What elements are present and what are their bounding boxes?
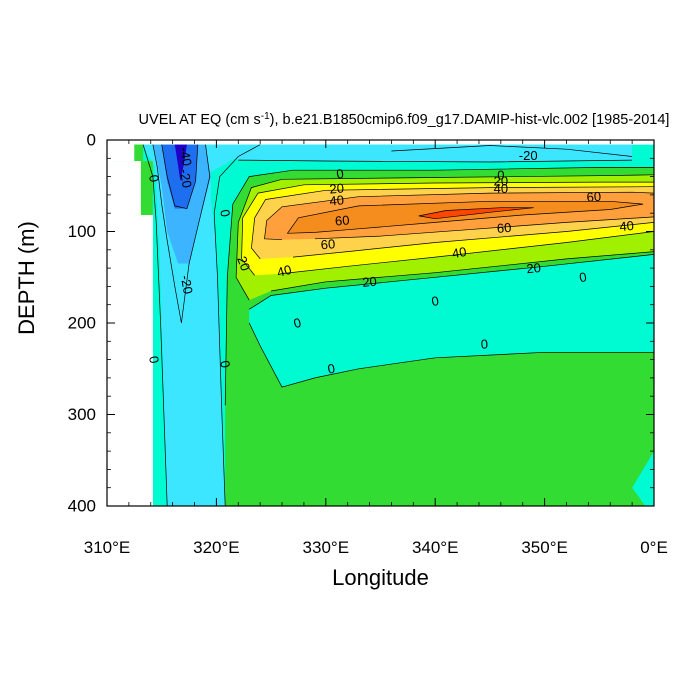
- contour-line-1: [213, 144, 261, 506]
- chart-title-exponent: -1: [261, 111, 270, 122]
- contour-label-21: 40: [275, 262, 293, 280]
- contour-label-28: 0: [326, 361, 336, 377]
- coastal-band-0: [134, 144, 144, 162]
- contour-label-1: -20: [177, 168, 195, 189]
- contour-band-2: [227, 144, 633, 162]
- contour-label-16: 60: [320, 236, 336, 252]
- y-tick-label-4: 400: [68, 497, 96, 516]
- chart-title-rest: ), b.e21.B1850cmip6.f09_g17.DAMIP-hist-v…: [270, 112, 670, 128]
- x-tick-label-4: 350°E: [521, 538, 568, 557]
- contour-line-0: [142, 144, 168, 506]
- chart-title-main: UVEL AT EQ (cm s: [139, 112, 261, 128]
- land-mask-0: [107, 140, 135, 162]
- contour-label-2: 0: [146, 174, 162, 184]
- contour-line-18: [418, 207, 534, 220]
- contour-plot-area: [107, 140, 654, 506]
- contour-label-15: 60: [334, 212, 350, 228]
- contour-line-16: [314, 216, 654, 240]
- contour-lines-layer: [142, 144, 654, 506]
- contour-label-0: -40: [177, 146, 195, 167]
- contour-label-14: 40: [329, 192, 345, 208]
- y-tick-label-2: 200: [68, 314, 96, 333]
- x-tick-label-5: 0°E: [640, 538, 668, 557]
- contour-label-20: 40: [619, 218, 635, 234]
- contour-band-7: [249, 254, 654, 388]
- contour-line-3: [152, 144, 211, 324]
- contour-line-9: [235, 174, 654, 301]
- contour-line-8: [249, 254, 654, 310]
- contour-line-12: [281, 231, 654, 274]
- contour-line-6: [224, 167, 654, 406]
- contour-label-25: 0: [430, 293, 440, 309]
- contour-label-5: -20: [178, 274, 196, 295]
- contour-band-5: [174, 144, 187, 182]
- contour-line-2: [238, 159, 633, 163]
- contour-line-17: [286, 200, 644, 234]
- contour-label-13: 20: [329, 180, 345, 196]
- chart-title: UVEL AT EQ (cm s-1), b.e21.B1850cmip6.f0…: [139, 111, 670, 129]
- contour-label-19: 60: [586, 189, 602, 205]
- contour-label-27: 0: [480, 336, 488, 351]
- contour-label-12: 40: [494, 181, 508, 196]
- contour-label-6: 0: [146, 355, 162, 365]
- contour-label-8: 0: [335, 166, 345, 182]
- contour-label-17: 40: [451, 244, 468, 261]
- contour-label-4: 20: [234, 254, 253, 273]
- contour-label-7: 0: [217, 359, 233, 369]
- x-tick-label-0: 310°E: [84, 538, 131, 557]
- contour-label-9: -20: [519, 148, 538, 163]
- contour-line-10: [271, 251, 654, 292]
- contour-label-3: 0: [217, 208, 233, 218]
- contour-line-7: [248, 322, 654, 388]
- coastal-band-1: [140, 161, 153, 216]
- contour-line-13: [251, 186, 654, 260]
- contour-label-18: 60: [496, 220, 512, 236]
- contour-label-26: 0: [292, 315, 303, 331]
- contour-band-13: [287, 201, 644, 234]
- x-tick-label-2: 330°E: [303, 538, 350, 557]
- x-tick-label-3: 340°E: [412, 538, 459, 557]
- contour-line-14: [292, 222, 654, 258]
- y-tick-label-1: 100: [68, 222, 96, 241]
- contour-line-4: [391, 145, 633, 157]
- x-axis-label: Longitude: [332, 565, 429, 590]
- y-tick-label-3: 300: [68, 405, 96, 424]
- contour-line-11: [241, 181, 654, 276]
- land-mask-1: [107, 161, 153, 506]
- x-tick-label-1: 320°E: [193, 538, 240, 557]
- contour-label-11: 20: [494, 174, 508, 189]
- axes-layer: 310°E 320°E 330°E 340°E 350°E 0°E010020030040…: [68, 131, 668, 558]
- contour-label-24: 0: [578, 269, 588, 285]
- contour-label-10: 0: [497, 167, 504, 182]
- contour-label-23: 20: [526, 260, 542, 276]
- y-axis-label: DEPTH (m): [14, 221, 39, 335]
- contour-line-15: [264, 191, 654, 241]
- y-tick-label-0: 0: [87, 131, 96, 150]
- contour-line-5: [161, 144, 199, 210]
- contour-band-8: [632, 451, 654, 506]
- contour-label-22: 20: [362, 274, 378, 290]
